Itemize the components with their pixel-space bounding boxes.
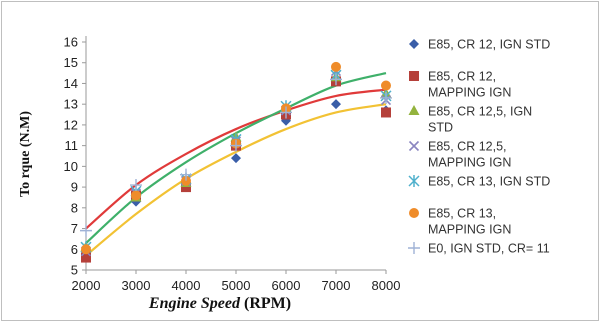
axes: 5 6 7 8 9 10 11 12 13 14 15 16 2000 3000 4000 5000 6000 7… xyxy=(64,35,401,294)
legend-label: MAPPING IGN xyxy=(428,223,511,237)
y-tick-label: 13 xyxy=(64,97,78,112)
legend-label: E85, CR 13, xyxy=(428,207,496,221)
legend-marker xyxy=(409,39,419,49)
legend-item-5: E85, CR 13, IGN STD xyxy=(408,175,550,189)
legend-marker xyxy=(409,71,419,81)
data-point xyxy=(181,182,191,193)
y-tick-label: 16 xyxy=(64,35,78,50)
legend-label: STD xyxy=(428,121,453,135)
y-tick-label: 11 xyxy=(65,138,79,153)
y-tick-label: 7 xyxy=(71,221,78,236)
y-axis-label: To rque (N.M) xyxy=(18,111,33,197)
x-tick-label: 8000 xyxy=(372,278,401,293)
data-point xyxy=(330,73,342,86)
legend-marker xyxy=(408,140,420,152)
legend-item-4: E85, CR 12,5, MAPPING IGN xyxy=(408,140,511,170)
trendlines xyxy=(85,72,387,257)
legend-marker xyxy=(408,175,420,187)
y-tick-label: 12 xyxy=(64,117,78,132)
data-point xyxy=(280,106,292,119)
trendline-3 xyxy=(85,103,387,257)
y-tick-label: 15 xyxy=(64,55,78,70)
torque-chart: 5 6 7 8 9 10 11 12 13 14 15 16 2000 3000 4000 5000 6000 7… xyxy=(18,35,550,313)
data-markers xyxy=(80,61,392,263)
data-point xyxy=(230,139,242,152)
data-point xyxy=(130,179,142,192)
data-point xyxy=(80,224,92,237)
data-point xyxy=(380,91,392,104)
legend-item-2: E85, CR 12, MAPPING IGN xyxy=(409,70,511,100)
data-point xyxy=(231,153,241,164)
y-tick-label: 5 xyxy=(71,263,78,278)
legend-marker xyxy=(408,105,420,115)
legend-item-7: E0, IGN STD, CR= 11 xyxy=(408,242,550,256)
y-tick-label: 6 xyxy=(71,242,78,257)
y-tick-label: 8 xyxy=(71,200,78,215)
x-tick-label: 7000 xyxy=(322,278,351,293)
legend-item-3: E85, CR 12,5, IGN STD xyxy=(408,105,532,135)
legend-label: MAPPING IGN xyxy=(428,86,511,100)
data-point xyxy=(181,175,191,186)
data-point xyxy=(81,244,91,255)
data-point xyxy=(331,61,341,72)
x-tick-label: 6000 xyxy=(272,278,301,293)
x-axis-label-main: Engine Speed xyxy=(148,295,241,312)
series-2-markers xyxy=(81,76,391,263)
legend-label: E85, CR 12,5, IGN xyxy=(428,105,532,119)
x-tick-label: 2000 xyxy=(72,278,101,293)
data-point xyxy=(131,190,141,201)
legend-label: E85, CR 12, xyxy=(428,70,496,84)
y-tick-label: 14 xyxy=(64,76,78,91)
y-tick-label: 9 xyxy=(71,180,78,195)
legend-label: MAPPING IGN xyxy=(428,156,511,170)
series-7-markers xyxy=(80,73,392,237)
data-point xyxy=(180,168,192,181)
x-axis-label: Engine Speed (RPM) xyxy=(148,295,291,312)
data-point xyxy=(381,80,391,91)
legend-label: E85, CR 12,5, xyxy=(428,140,507,154)
legend: E85, CR 12, IGN STD E85, CR 12, MAPPING IG… xyxy=(408,38,550,256)
legend-label: E85, CR 13, IGN STD xyxy=(428,175,550,189)
legend-label: E0, IGN STD, CR= 11 xyxy=(428,242,550,256)
x-tick-label: 3000 xyxy=(122,278,151,293)
legend-item-6: E85, CR 13, MAPPING IGN xyxy=(409,207,511,237)
x-tick-label: 5000 xyxy=(222,278,251,293)
legend-marker xyxy=(409,208,419,218)
legend-item-1: E85, CR 12, IGN STD xyxy=(409,38,550,52)
legend-label: E85, CR 12, IGN STD xyxy=(428,38,550,52)
x-axis-label-unit: (RPM) xyxy=(244,295,291,312)
x-tick-label: 4000 xyxy=(172,278,201,293)
legend-marker xyxy=(408,242,420,254)
data-point xyxy=(331,99,341,110)
data-point xyxy=(381,107,391,118)
data-point xyxy=(81,252,91,263)
y-tick-label: 10 xyxy=(64,159,78,174)
series-1-markers xyxy=(81,99,391,259)
